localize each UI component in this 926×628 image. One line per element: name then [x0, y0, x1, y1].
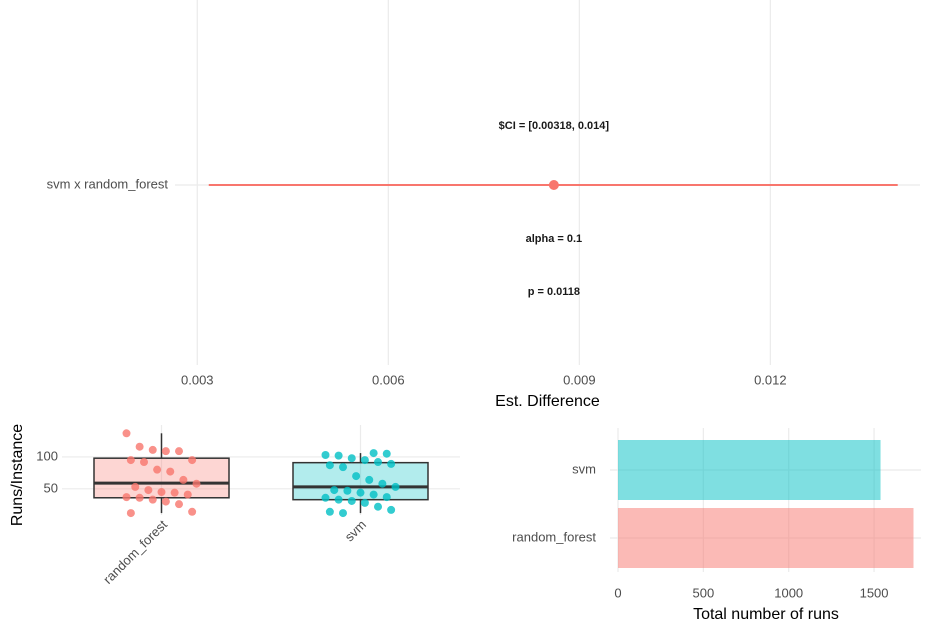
jitter-point [188, 456, 197, 465]
jitter-point [356, 488, 365, 497]
jitter-point [347, 454, 356, 463]
jitter-point [352, 472, 361, 481]
jitter-point [161, 447, 170, 456]
y-tick-label: random_forest [512, 529, 596, 544]
jitter-point [175, 500, 183, 509]
jitter-point [126, 456, 135, 465]
jitter-point [175, 447, 183, 456]
jitter-point [343, 486, 352, 495]
x-tick-label: 0.012 [754, 372, 787, 387]
estimate-point [548, 180, 559, 190]
jitter-point [378, 479, 387, 488]
jitter-point [347, 496, 356, 505]
jitter-point [339, 463, 347, 472]
y-tick-label: svm x random_forest [47, 176, 169, 191]
jitter-point [122, 493, 131, 502]
jitter-point [161, 497, 170, 506]
jitter-point [170, 488, 179, 497]
annotation: $CI = [0.00318, 0.014] [499, 120, 610, 132]
jitter-point [382, 449, 391, 458]
jitter-point [387, 459, 396, 468]
x-tick-label: 0.003 [181, 372, 214, 387]
jitter-point [144, 486, 153, 495]
jitter-point [131, 482, 140, 491]
jitter-point [369, 490, 378, 499]
jitter-point [157, 488, 166, 497]
jitter-point [382, 493, 391, 502]
x-tick-label: 500 [693, 585, 715, 600]
jitter-point [330, 486, 339, 495]
x-tick-label: 0 [614, 585, 621, 600]
jitter-point [339, 509, 347, 518]
x-axis-title: Total number of runs [693, 606, 839, 623]
x-tick-label: 1500 [860, 585, 889, 600]
jitter-point [179, 475, 188, 484]
jitter-point [183, 490, 192, 499]
jitter-point [365, 475, 374, 484]
jitter-point [360, 498, 369, 507]
jitter-point [387, 505, 396, 514]
jitter-point [126, 509, 135, 518]
annotation: alpha = 0.1 [526, 233, 583, 245]
jitter-point [334, 495, 343, 504]
jitter-point [321, 451, 330, 459]
jitter-point [325, 461, 334, 470]
annotation: p = 0.0118 [528, 286, 580, 298]
jitter-point [166, 467, 175, 476]
jitter-point [140, 458, 148, 467]
y-tick-label: svm [572, 461, 596, 476]
x-tick-label: random_forest [100, 517, 170, 587]
jitter-point [369, 449, 378, 458]
y-axis-title: Runs/Instance [9, 424, 26, 526]
jitter-point [321, 493, 330, 502]
jitter-point [391, 482, 400, 491]
jitter-point [374, 458, 382, 467]
jitter-point [334, 451, 343, 460]
jitter-point [374, 502, 382, 511]
bar [618, 508, 914, 568]
jitter-point [325, 507, 334, 516]
jitter-point [148, 445, 157, 454]
bar [618, 440, 881, 500]
y-tick-label: 100 [36, 448, 58, 463]
jitter-point [360, 456, 369, 465]
x-tick-label: 1000 [774, 585, 803, 600]
x-axis-title: Est. Difference [495, 393, 600, 410]
jitter-point [192, 479, 201, 488]
jitter-point [148, 495, 157, 504]
jitter-point [153, 465, 162, 474]
x-tick-label: 0.006 [372, 372, 405, 387]
x-tick-label: svm [342, 517, 369, 544]
jitter-point [135, 442, 144, 451]
y-tick-label: 50 [44, 480, 58, 495]
jitter-point [135, 493, 144, 502]
jitter-point [188, 507, 197, 516]
x-tick-label: 0.009 [563, 372, 596, 387]
jitter-point [122, 429, 131, 438]
